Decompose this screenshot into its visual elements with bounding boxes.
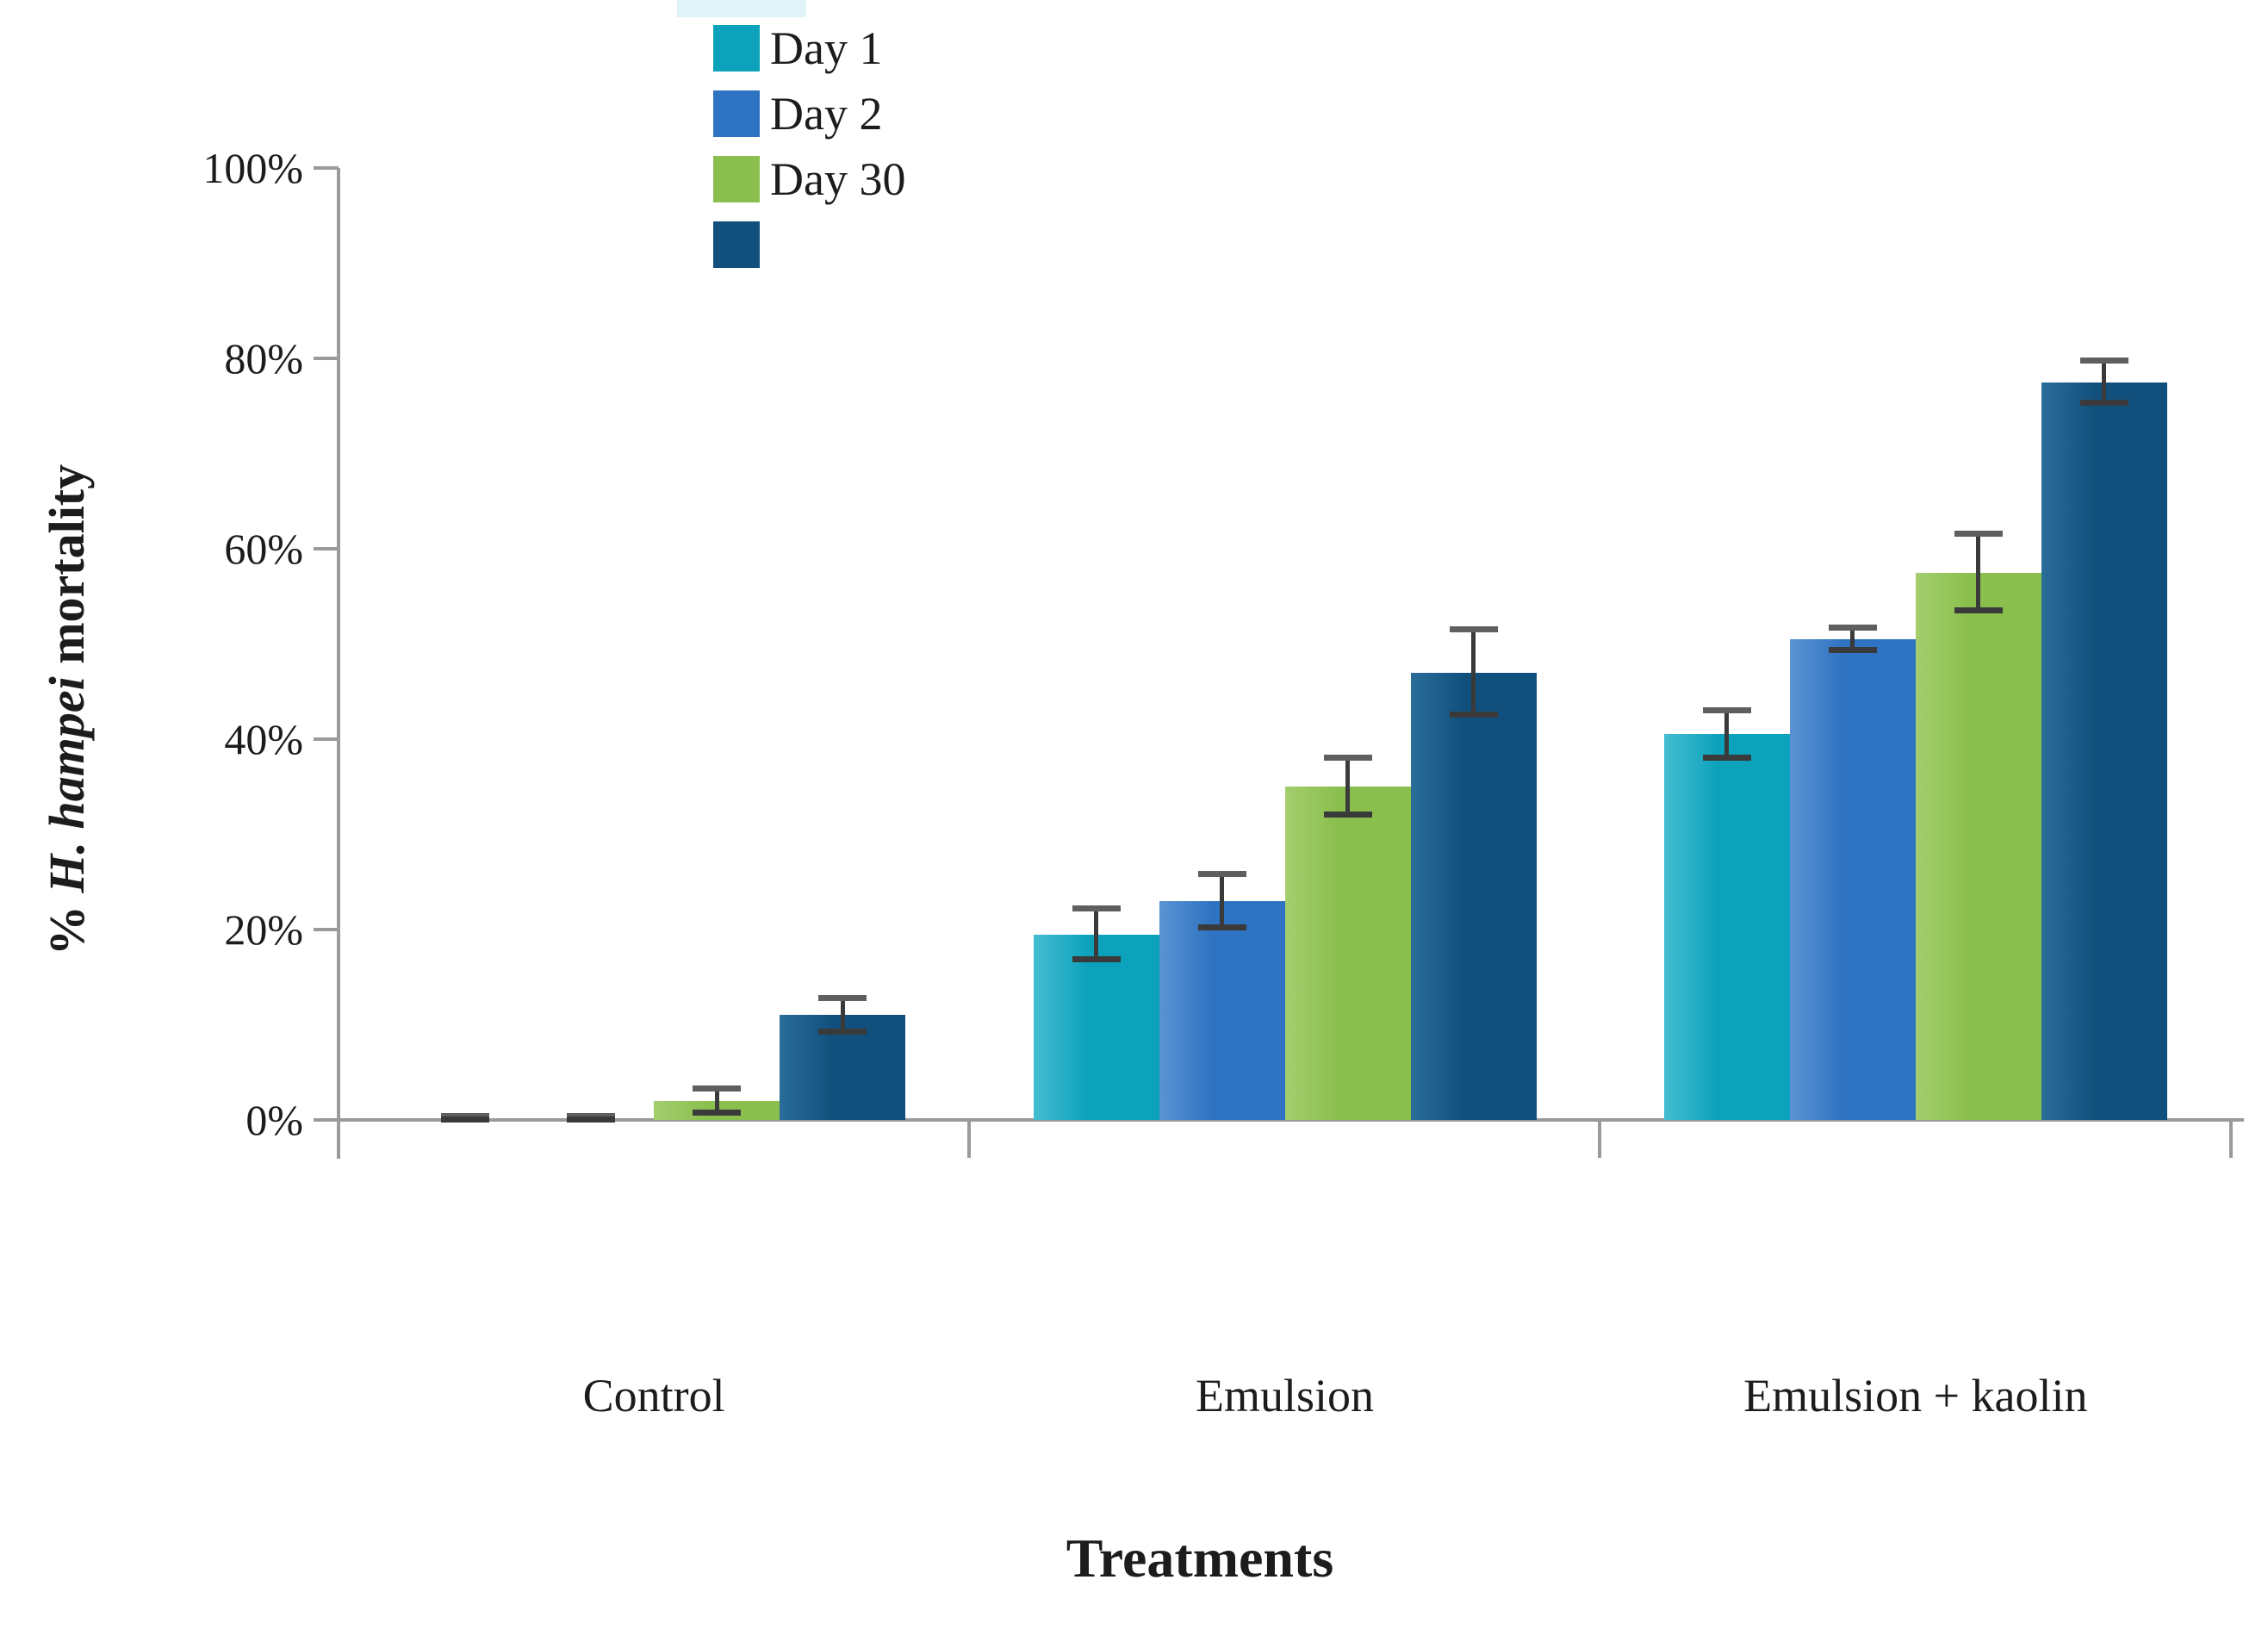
- legend-swatch: [713, 155, 760, 202]
- legend-item: [713, 221, 905, 268]
- error-bar-stem: [840, 998, 845, 1033]
- bar-series-4: [2041, 382, 2167, 1120]
- legend-swatch: [713, 24, 760, 72]
- legend-item: Day 2: [713, 90, 905, 137]
- error-bar-cap-top: [1197, 870, 1246, 877]
- error-bar-stem: [2102, 361, 2107, 403]
- error-bar-stem: [1471, 629, 1476, 716]
- chart-legend: Day 1 Day 2 Day 30: [713, 24, 905, 286]
- error-bar-stem: [1724, 710, 1730, 759]
- legend-swatch: [713, 221, 760, 268]
- bar-day-2: [1789, 638, 1916, 1120]
- error-bar-cap-top: [1828, 624, 1877, 631]
- y-axis-tick: [314, 166, 339, 170]
- error-bar-cap-top: [441, 1112, 490, 1119]
- error-bar-stem: [1850, 627, 1855, 651]
- y-tick-label: 100%: [202, 144, 303, 192]
- bar-day-30: [1915, 572, 2041, 1120]
- error-bar-stem: [714, 1088, 719, 1114]
- y-axis-tick: [314, 737, 339, 741]
- error-bar-cap-bottom: [1449, 712, 1498, 718]
- legend-label: Day 1: [770, 22, 883, 74]
- y-tick-label: 60%: [224, 525, 303, 573]
- legend-label: Day 30: [770, 152, 906, 205]
- error-bar-cap-bottom: [818, 1029, 867, 1036]
- y-tick-label: 0%: [245, 1096, 303, 1144]
- x-axis-boundary-tick: [2229, 1120, 2233, 1158]
- error-bar-cap-bottom: [1197, 924, 1246, 930]
- error-bar-cap-top: [1072, 905, 1121, 911]
- error-bar-cap-bottom: [1828, 647, 1877, 654]
- x-axis-line: [339, 1118, 2244, 1122]
- y-axis-tick: [314, 1118, 339, 1122]
- legend-label: Day 2: [770, 87, 883, 140]
- legend-swatch: [713, 90, 760, 137]
- y-axis-tick: [314, 547, 339, 550]
- error-bar-cap-top: [693, 1085, 742, 1092]
- error-bar-stem: [1094, 908, 1098, 961]
- legend-item: Day 1: [713, 24, 905, 72]
- error-bar-cap-top: [2079, 358, 2128, 364]
- error-bar-cap-top: [1702, 706, 1751, 713]
- y-tick-label: 80%: [224, 334, 303, 383]
- error-bar-cap-bottom: [441, 1116, 490, 1123]
- error-bar-stem: [1345, 758, 1350, 816]
- x-category-label: Emulsion + kaolin: [1743, 1370, 2088, 1421]
- x-category-label: Emulsion: [1195, 1370, 1374, 1421]
- y-axis-title-species: H. hampei: [39, 676, 95, 893]
- x-axis-title: Treatments: [1066, 1527, 1334, 1589]
- y-axis-tick: [314, 357, 339, 360]
- bar-day-2: [1159, 900, 1285, 1120]
- y-tick-label: 40%: [224, 715, 303, 763]
- bar-day-1: [1033, 934, 1159, 1120]
- x-axis-boundary-tick: [1598, 1120, 1601, 1158]
- y-axis-line: [337, 168, 340, 1159]
- error-bar-cap-top: [818, 994, 867, 1001]
- x-category-label: Control: [582, 1370, 725, 1421]
- bar-series-4: [1410, 672, 1537, 1120]
- error-bar-cap-top: [1449, 625, 1498, 632]
- error-bar-stem: [1220, 874, 1224, 928]
- error-bar-cap-top: [567, 1112, 616, 1119]
- legend-artifact: [677, 0, 806, 17]
- x-axis-boundary-tick: [967, 1120, 971, 1158]
- error-bar-cap-bottom: [567, 1116, 616, 1123]
- error-bar-cap-top: [1323, 755, 1372, 762]
- error-bar-cap-bottom: [1954, 606, 2003, 613]
- error-bar-cap-bottom: [693, 1110, 742, 1116]
- bar-day-30: [1284, 787, 1411, 1120]
- error-bar-cap-bottom: [1323, 812, 1372, 818]
- error-bar-cap-bottom: [2079, 399, 2128, 406]
- y-axis-tick: [314, 928, 339, 931]
- error-bar-cap-bottom: [1072, 956, 1121, 963]
- error-bar-cap-top: [1954, 531, 2003, 538]
- legend-item: Day 30: [713, 155, 905, 202]
- error-bar-stem: [1976, 534, 1981, 611]
- y-tick-label: 20%: [224, 905, 303, 954]
- bar-day-1: [1663, 734, 1790, 1120]
- error-bar-cap-bottom: [1702, 755, 1751, 762]
